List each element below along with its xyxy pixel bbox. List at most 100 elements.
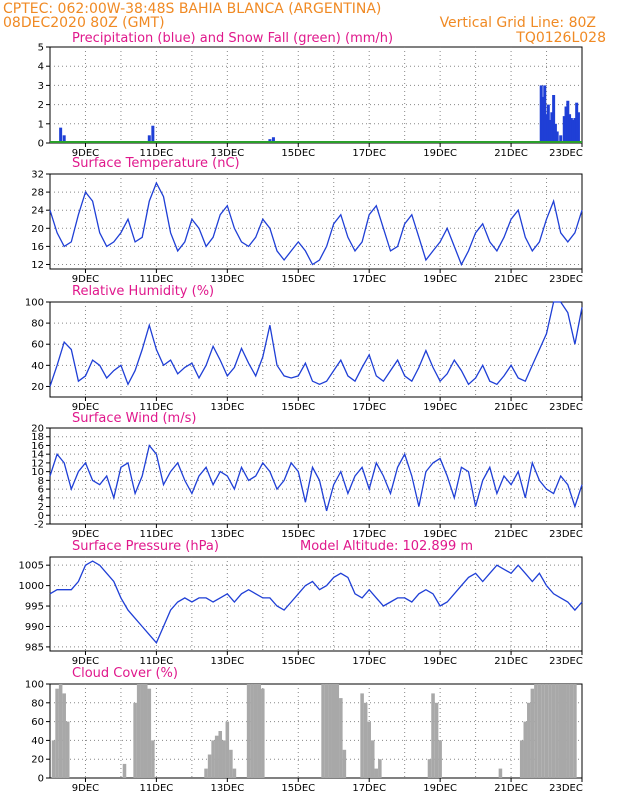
panel-precipitation: Precipitation (blue) and Snow Fall (gree… bbox=[38, 31, 583, 159]
cloud-bar bbox=[147, 688, 152, 778]
cloud-bar bbox=[541, 684, 545, 778]
x-tick-label: 23DEC bbox=[549, 274, 583, 285]
cloud-bar bbox=[122, 763, 127, 778]
x-tick-label: 15DEC bbox=[281, 656, 315, 667]
cloud-bar bbox=[133, 702, 137, 778]
x-tick-label: 17DEC bbox=[352, 274, 386, 285]
x-tick-label: 11DEC bbox=[140, 274, 174, 285]
cloud-bar bbox=[498, 768, 503, 778]
y-tick-label: 20 bbox=[31, 755, 44, 766]
cloud-bar bbox=[544, 684, 549, 778]
precip-bar bbox=[576, 112, 580, 143]
y-tick-label: 0 bbox=[38, 139, 44, 150]
x-tick-label: 23DEC bbox=[549, 529, 583, 540]
y-tick-label: 40 bbox=[31, 361, 44, 372]
vertical-grid-note: Vertical Grid Line: 80Z bbox=[440, 15, 596, 31]
cloud-bar bbox=[229, 749, 233, 778]
panel-title: Surface Temperature (nC) bbox=[72, 156, 240, 171]
y-tick-label: 100 bbox=[25, 680, 44, 691]
cloud-bar bbox=[370, 740, 375, 778]
x-tick-label: 15DEC bbox=[281, 274, 315, 285]
plot-area: 0 1 2 3 4 5 9DEC 11DEC 13DEC 15DEC 17DEC 19DEC 21DEC… bbox=[38, 43, 583, 160]
cloud-bar bbox=[328, 684, 332, 778]
x-tick-label: 13DEC bbox=[210, 529, 244, 540]
series-line bbox=[49, 181, 583, 267]
x-tick-label: 13DEC bbox=[210, 656, 244, 667]
y-tick-label: 5 bbox=[38, 43, 44, 54]
precip-bar bbox=[59, 127, 63, 143]
y-tick-label: 20 bbox=[31, 224, 44, 235]
precip-bar bbox=[569, 118, 573, 143]
panel-title: Precipitation (blue) and Snow Fall (gree… bbox=[72, 31, 393, 46]
x-tick-label: 21DEC bbox=[494, 783, 528, 794]
x-tick-label: 21DEC bbox=[494, 656, 528, 667]
plot-area: 12 16 20 24 28 32 9DEC 11DEC 13DEC 15DEC 17DEC 19DE… bbox=[31, 170, 583, 286]
x-tick-label: 9DEC bbox=[72, 148, 99, 159]
precip-bar bbox=[550, 112, 554, 143]
y-tick-label: 6 bbox=[38, 485, 44, 496]
cloud-bar bbox=[367, 721, 371, 778]
panel-cloud-cover: Cloud Cover (%) 0 20 40 60 80 100 9DEC 11DEC 13D… bbox=[25, 666, 583, 794]
y-tick-label: 8 bbox=[38, 476, 44, 487]
x-tick-label: 21DEC bbox=[494, 402, 528, 413]
panel-title: Cloud Cover (%) bbox=[72, 666, 178, 681]
precip-bar bbox=[568, 114, 572, 143]
precip-bar bbox=[555, 131, 559, 143]
y-tick-label: 24 bbox=[31, 206, 44, 217]
x-tick-label: 17DEC bbox=[352, 656, 386, 667]
model-altitude: Model Altitude: 102.899 m bbox=[300, 539, 473, 554]
precip-bar bbox=[271, 137, 275, 143]
cloud-bar bbox=[573, 684, 577, 778]
cloud-bar bbox=[566, 684, 570, 778]
precip-bar bbox=[573, 118, 577, 143]
x-tick-label: 19DEC bbox=[423, 529, 457, 540]
plot-frame bbox=[49, 301, 583, 398]
y-tick-label: 1005 bbox=[19, 561, 44, 572]
y-tick-label: 16 bbox=[31, 242, 44, 253]
x-tick-label: 13DEC bbox=[210, 783, 244, 794]
cloud-bar bbox=[207, 754, 212, 778]
panel-relative-humidity: Relative Humidity (%) 20 40 60 80 100 9DEC 11D… bbox=[25, 284, 583, 413]
precip-bar bbox=[571, 119, 575, 143]
precip-bar bbox=[62, 135, 66, 143]
x-tick-label: 17DEC bbox=[352, 783, 386, 794]
cloud-bar bbox=[218, 731, 223, 778]
x-tick-label: 23DEC bbox=[549, 148, 583, 159]
cloud-bar bbox=[204, 768, 208, 778]
cloud-bar bbox=[558, 684, 563, 778]
precip-bar bbox=[559, 135, 563, 143]
x-tick-label: 19DEC bbox=[423, 656, 457, 667]
cloud-bar bbox=[378, 759, 382, 778]
cloud-bar bbox=[534, 684, 538, 778]
y-tick-label: 0 bbox=[38, 511, 44, 522]
cloud-bar bbox=[257, 684, 262, 778]
y-tick-label: 20 bbox=[31, 382, 44, 393]
y-tick-label: 32 bbox=[31, 170, 44, 181]
y-tick-label: 990 bbox=[25, 622, 44, 633]
plot-frame bbox=[49, 46, 583, 144]
x-tick-label: 19DEC bbox=[423, 274, 457, 285]
x-tick-label: 21DEC bbox=[494, 274, 528, 285]
cloud-bar bbox=[438, 740, 442, 778]
precip-bar bbox=[151, 125, 155, 143]
cloud-bar bbox=[363, 702, 368, 778]
cloud-bar bbox=[211, 740, 215, 778]
panel-title: Surface Wind (m/s) bbox=[72, 411, 196, 426]
cloud-bar bbox=[434, 702, 439, 778]
x-tick-label: 23DEC bbox=[549, 783, 583, 794]
x-tick-label: 21DEC bbox=[494, 529, 528, 540]
cloud-bar bbox=[143, 684, 148, 778]
y-tick-label: 10 bbox=[31, 467, 44, 478]
precip-bar bbox=[552, 95, 556, 143]
plot-frame bbox=[49, 683, 583, 779]
y-tick-label: 28 bbox=[31, 188, 44, 199]
y-tick-label: 4 bbox=[38, 62, 44, 73]
cloud-bar bbox=[339, 698, 343, 778]
cloud-bar bbox=[65, 721, 70, 778]
plot-area: 0 20 40 60 80 100 9DEC 11DEC 13DEC 15DEC 17DEC 19DE… bbox=[25, 680, 583, 795]
x-tick-label: 13DEC bbox=[210, 274, 244, 285]
y-tick-label: 1 bbox=[38, 119, 44, 130]
